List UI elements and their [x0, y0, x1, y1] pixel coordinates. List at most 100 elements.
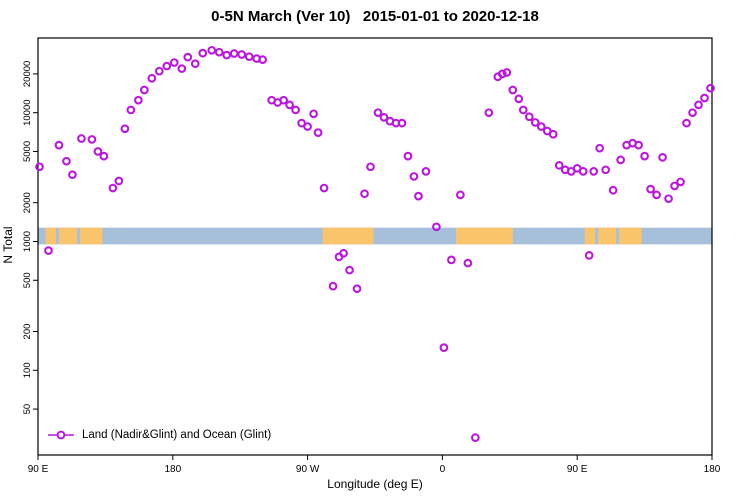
data-point [397, 118, 407, 128]
data-point [313, 128, 323, 137]
data-point [403, 151, 413, 161]
data-point [584, 251, 594, 260]
data-point [54, 140, 64, 150]
data-point [258, 55, 268, 65]
data-point [68, 170, 77, 180]
land-segment [619, 227, 642, 245]
data-point [366, 162, 375, 172]
x-tick-label: 90 W [296, 464, 320, 475]
data-point [120, 124, 130, 134]
data-point [99, 151, 109, 161]
data-point [646, 184, 655, 194]
data-point [706, 83, 715, 93]
data-point [409, 172, 419, 181]
data-point [309, 109, 318, 119]
x-tick-label: 180 [704, 464, 721, 475]
land-segment [322, 227, 374, 245]
data-point [244, 52, 254, 62]
y-tick-label: 2000 [22, 192, 33, 213]
data-point [463, 258, 473, 268]
data-point [134, 95, 143, 105]
data-point [497, 69, 507, 79]
data-point [484, 108, 494, 118]
y-tick-label: 100 [22, 362, 33, 378]
chart-title: 0-5N March (Ver 10) 2015-01-01 to 2020-1… [211, 8, 539, 25]
data-point [502, 68, 512, 77]
data-point [456, 190, 465, 200]
data-point [536, 122, 546, 131]
data-point [664, 194, 673, 204]
data-point [222, 50, 232, 60]
x-tick-label: 90 E [567, 464, 588, 475]
data-point [93, 147, 103, 156]
data-point [518, 105, 528, 115]
data-point [658, 153, 667, 162]
x-tick-label: 180 [164, 464, 181, 475]
data-point [616, 155, 625, 165]
data-point [169, 58, 179, 67]
legend-point-icon [56, 430, 66, 440]
x-axis-title: Longitude (deg E) [327, 477, 423, 491]
data-point [319, 183, 329, 193]
data-point [237, 50, 247, 59]
y-tick-label: 50 [22, 404, 33, 415]
data-point [530, 118, 540, 127]
x-tick-label: 90 E [28, 464, 49, 475]
data-point [190, 59, 200, 69]
land-segment [584, 227, 596, 245]
data-point [177, 64, 187, 73]
y-tick-label: 500 [22, 272, 33, 288]
data-point [589, 167, 599, 176]
data-point [447, 255, 456, 265]
data-point [139, 85, 149, 95]
data-point [578, 167, 588, 176]
data-point [508, 85, 518, 95]
data-point [373, 108, 383, 118]
data-point [44, 246, 53, 255]
data-point [601, 165, 611, 175]
ocean-band [38, 227, 712, 245]
data-point [421, 167, 431, 176]
y-tick-label: 200 [22, 324, 33, 340]
data-point [694, 100, 703, 110]
data-point [207, 45, 217, 55]
legend-marker [48, 430, 74, 440]
data-point [285, 100, 294, 110]
y-tick-label: 5000 [22, 141, 33, 162]
land-segment [79, 227, 103, 245]
data-point [548, 129, 558, 139]
legend: Land (Nadir&Glint) and Ocean (Glint) [46, 429, 271, 441]
data-point [682, 118, 691, 128]
data-point [229, 49, 239, 58]
data-point [652, 190, 661, 200]
data-point [608, 185, 618, 195]
data-point [670, 181, 679, 191]
data-point [700, 93, 709, 103]
data-point [432, 222, 441, 232]
data-point [126, 105, 136, 115]
y-axis-title: N Total [1, 226, 15, 264]
data-point [345, 265, 354, 275]
data-point [162, 61, 172, 71]
data-point [339, 248, 348, 258]
land-segment [45, 227, 56, 245]
data-point [108, 183, 118, 193]
data-point [514, 94, 524, 104]
plot-frame [37, 37, 713, 456]
y-tick-label: 20000 [22, 61, 33, 87]
data-point [524, 112, 534, 122]
data-point [183, 52, 193, 62]
data-point [471, 433, 480, 442]
data-point [77, 134, 86, 143]
data-point [114, 176, 124, 186]
data-point [87, 135, 97, 144]
data-point [554, 161, 564, 170]
data-point [379, 112, 389, 122]
data-point [595, 143, 605, 153]
data-point [147, 73, 157, 83]
data-point [414, 191, 423, 201]
y-tick-label: 1000 [22, 231, 33, 252]
data-point [328, 281, 338, 291]
